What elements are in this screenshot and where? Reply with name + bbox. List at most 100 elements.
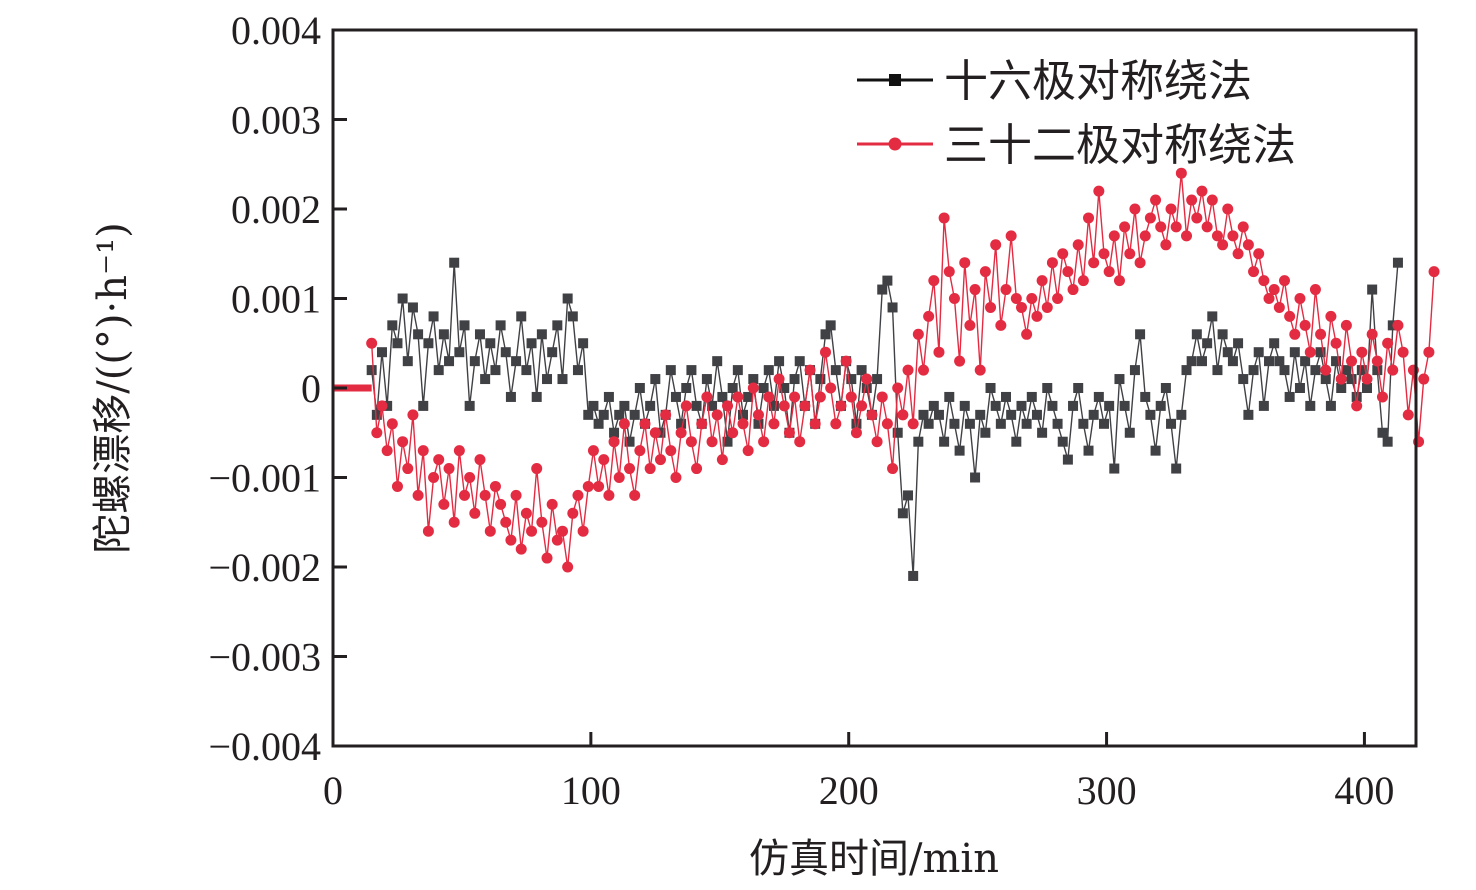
data-point-square [670, 391, 681, 402]
data-point-circle [422, 525, 434, 537]
data-point-circle [624, 463, 636, 475]
data-point-square [1382, 436, 1393, 447]
data-point-square [1264, 356, 1275, 367]
data-point-circle [974, 364, 986, 376]
y-tick-label: −0.003 [208, 635, 321, 680]
data-point-circle [752, 409, 764, 421]
data-point-square [1253, 347, 1264, 358]
data-point-circle [1150, 194, 1162, 206]
data-point-square [454, 347, 465, 358]
data-point-circle [670, 472, 682, 483]
data-point-circle [773, 373, 785, 385]
data-point-square [464, 400, 475, 411]
data-point-circle [825, 382, 837, 394]
data-point-square [1196, 356, 1207, 367]
y-tick-label: −0.004 [208, 724, 321, 769]
data-point-square [1026, 391, 1037, 402]
data-point-circle [907, 418, 919, 430]
data-point-circle [572, 489, 584, 501]
data-point-square [387, 320, 398, 331]
data-point-circle [1144, 212, 1156, 224]
data-point-circle [1299, 319, 1311, 331]
data-point-square [1238, 374, 1249, 385]
data-point-circle [1021, 328, 1033, 340]
data-point-circle [923, 310, 935, 322]
data-point-square [1176, 409, 1187, 420]
data-point-square [1284, 391, 1295, 402]
data-point-circle [912, 328, 924, 340]
data-point-circle [1170, 221, 1182, 233]
data-point-square [407, 302, 418, 313]
data-point-circle [469, 507, 481, 519]
y-tick-label: 0.001 [231, 277, 321, 322]
data-point-square [500, 347, 511, 358]
data-point-square [1227, 356, 1238, 367]
data-point-square [1191, 329, 1202, 340]
data-point-circle [701, 391, 713, 403]
data-point-square [665, 365, 676, 376]
data-point-square [614, 409, 625, 420]
data-point-square [511, 356, 522, 367]
data-point-circle [1268, 284, 1280, 296]
data-point-circle [428, 472, 440, 483]
data-point-square [743, 391, 754, 402]
data-point-circle [1181, 230, 1193, 242]
data-point-circle [582, 480, 594, 492]
data-point-circle [531, 463, 543, 475]
data-point-circle [1088, 257, 1100, 269]
data-point-circle [680, 400, 692, 412]
data-point-square [882, 275, 893, 286]
data-point-circle [830, 418, 842, 430]
data-point-circle [1273, 301, 1285, 313]
data-point-square [1150, 445, 1161, 456]
data-point-square [825, 320, 836, 331]
data-point-circle [644, 463, 656, 475]
data-point-square [469, 356, 480, 367]
data-point-circle [845, 391, 857, 403]
series-1 [333, 167, 1440, 573]
data-point-square [939, 436, 950, 447]
data-point-circle [1000, 284, 1012, 296]
data-point-circle [536, 516, 548, 528]
data-point-circle [484, 525, 496, 537]
data-point-square [701, 374, 712, 385]
data-point-square [583, 409, 594, 420]
data-point-circle [1258, 275, 1270, 287]
data-point-circle [551, 534, 563, 546]
data-point-circle [881, 418, 893, 430]
x-tick-label: 200 [819, 768, 879, 813]
data-point-circle [794, 436, 806, 448]
data-point-square [1104, 400, 1115, 411]
data-point-circle [814, 391, 826, 403]
data-point-square [402, 356, 413, 367]
data-point-square [516, 311, 527, 322]
x-tick-label: 400 [1334, 768, 1394, 813]
data-point-square [578, 338, 589, 349]
legend-marker-circle [888, 137, 902, 151]
y-tick-label: 0.003 [231, 98, 321, 143]
data-point-circle [711, 409, 723, 421]
data-point-circle [675, 427, 687, 439]
data-point-square [815, 374, 826, 385]
data-point-circle [1376, 391, 1388, 403]
series-0 [366, 257, 1403, 581]
data-point-circle [1119, 221, 1131, 233]
data-point-circle [696, 418, 708, 430]
data-point-circle [1284, 310, 1296, 322]
data-point-square [753, 418, 764, 429]
data-point-circle [964, 319, 976, 331]
data-point-circle [1041, 301, 1053, 313]
data-point-circle [809, 418, 821, 430]
data-point-square [1171, 463, 1182, 474]
data-point-square [851, 418, 862, 429]
data-point-square [1021, 418, 1032, 429]
data-point-square [964, 418, 975, 429]
y-tick-label: 0.004 [231, 8, 321, 53]
data-point-circle [969, 284, 981, 296]
data-point-square [990, 400, 1001, 411]
data-point-square [562, 293, 573, 304]
data-point-circle [1191, 212, 1203, 224]
data-point-circle [1155, 221, 1167, 233]
data-point-square [774, 356, 785, 367]
data-point-circle [1046, 257, 1058, 269]
